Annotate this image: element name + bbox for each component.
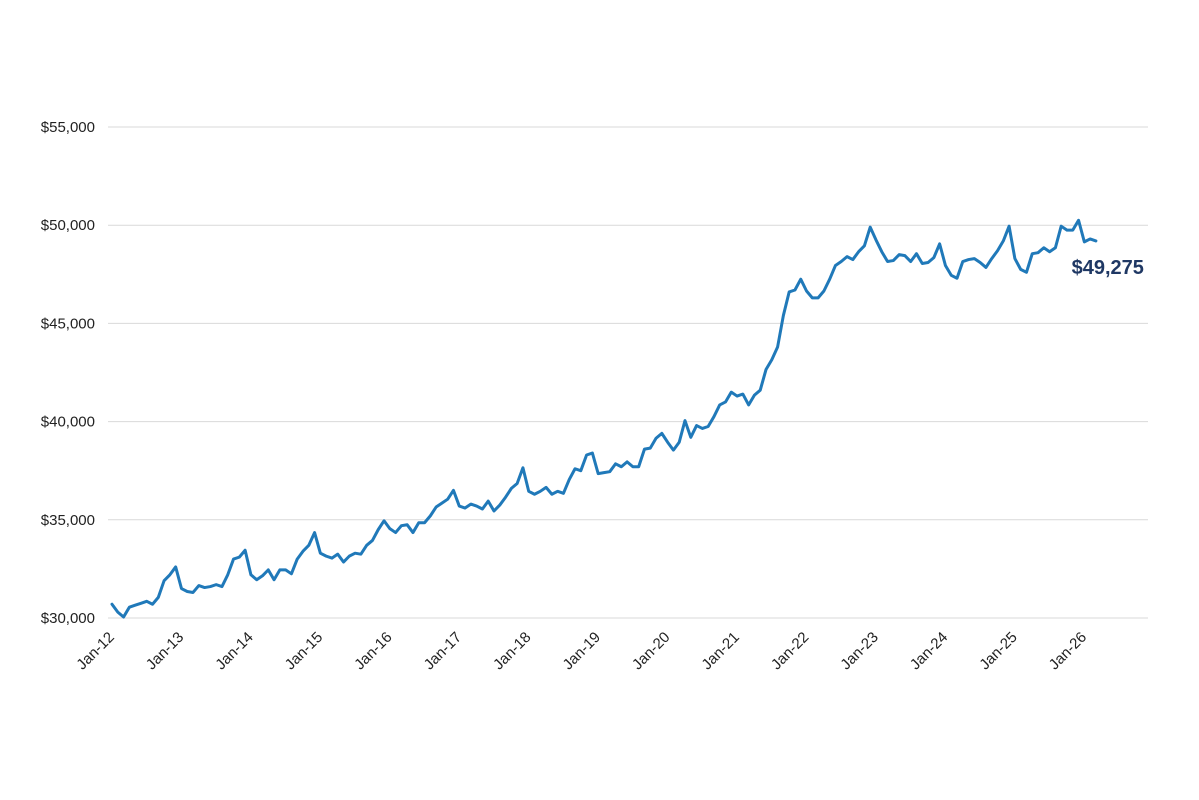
x-tick-label: Jan-18: [490, 629, 534, 673]
x-tick-label: Jan-14: [212, 629, 256, 673]
x-tick-label: Jan-26: [1046, 629, 1090, 673]
y-tick-label: $35,000: [41, 512, 95, 529]
x-tick-label: Jan-24: [907, 629, 951, 673]
x-tick-label: Jan-21: [698, 629, 742, 673]
x-tick-label: Jan-23: [837, 629, 881, 673]
x-tick-label: Jan-20: [629, 629, 673, 673]
annotation-layer: $49,275: [1072, 257, 1144, 279]
x-tick-label: Jan-15: [282, 629, 326, 673]
x-tick-label: Jan-12: [73, 629, 117, 673]
series-line: [110, 218, 1098, 619]
y-tick-label: $40,000: [41, 414, 95, 431]
x-axis-tick-labels: Jan-12 Jan-13 Jan-14 Jan-15 Jan-16 Jan-17 Jan-…: [73, 629, 1090, 673]
x-tick-label: Jan-13: [143, 629, 187, 673]
x-tick-label: Jan-22: [768, 629, 812, 673]
end-value-label: $49,275: [1072, 257, 1144, 279]
x-tick-label: Jan-25: [976, 629, 1020, 673]
x-tick-label: Jan-19: [560, 629, 604, 673]
series-layer: [110, 218, 1098, 619]
y-axis-tick-labels: $30,000 $35,000 $40,000 $45,000 $50,000 $55,0…: [41, 119, 95, 627]
y-gridlines: [108, 126, 1148, 619]
y-tick-label: $50,000: [41, 217, 95, 234]
y-tick-label: $45,000: [41, 315, 95, 332]
x-tick-label: Jan-16: [351, 629, 395, 673]
y-tick-label: $55,000: [41, 119, 95, 136]
y-tick-label: $30,000: [41, 610, 95, 627]
x-tick-label: Jan-17: [421, 629, 465, 673]
